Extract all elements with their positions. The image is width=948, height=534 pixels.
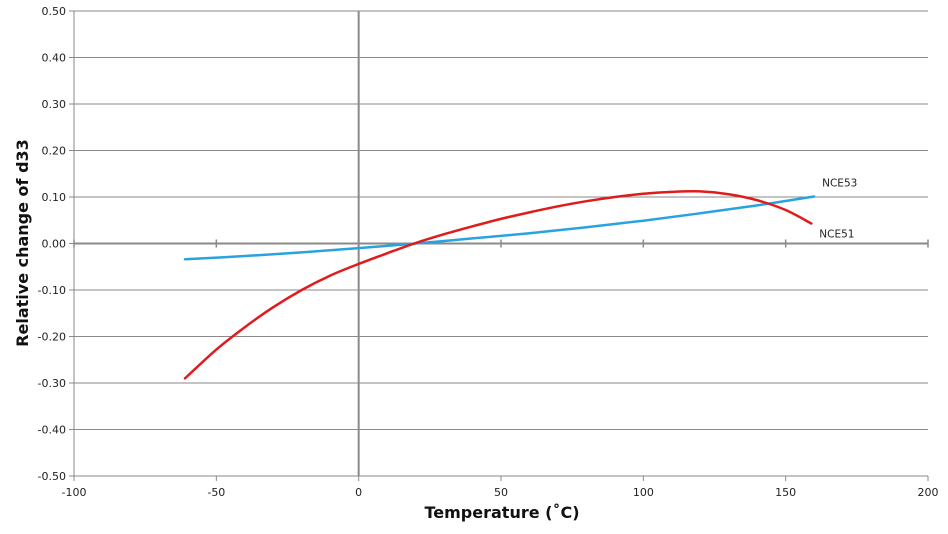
- y-tick-label: 0.30: [42, 98, 67, 111]
- data-series: [183, 190, 816, 380]
- x-tick-label: 200: [918, 486, 939, 499]
- y-tick-label: -0.10: [38, 284, 66, 297]
- y-tick-label: 0.50: [42, 5, 67, 18]
- y-tick-label: 0.00: [42, 238, 67, 251]
- y-tick-label: 0.40: [42, 52, 67, 65]
- y-axis-title: Relative change of d33: [13, 139, 32, 347]
- series-line-nce51: [183, 190, 813, 380]
- tick-labels: -0.50 -0.40 -0.30 -0.20 -0.10 0.00 0.10 0.20 0.3…: [38, 5, 939, 499]
- series-label-nce53: NCE53: [822, 178, 857, 190]
- y-tick-label: -0.20: [38, 331, 66, 344]
- y-tick-label: 0.20: [42, 145, 67, 158]
- y-tick-label: -0.30: [38, 377, 66, 390]
- x-tick-label: 150: [775, 486, 796, 499]
- y-tick-label: -0.50: [38, 470, 66, 483]
- x-tick-label: 50: [494, 486, 508, 499]
- y-tick-label: -0.40: [38, 424, 66, 437]
- x-tick-label: 100: [633, 486, 654, 499]
- x-tick-label: -50: [207, 486, 225, 499]
- series-labels: NCE53 NCE51: [819, 178, 857, 241]
- y-tick-label: 0.10: [42, 191, 67, 204]
- series-line-nce53: [183, 195, 816, 261]
- gridlines: [74, 10, 928, 477]
- x-tick-label: 0: [355, 486, 362, 499]
- axes: [69, 10, 929, 481]
- x-tick-label: -100: [62, 486, 87, 499]
- series-label-nce51: NCE51: [819, 229, 854, 241]
- x-axis-title: Temperature (˚C): [424, 503, 579, 522]
